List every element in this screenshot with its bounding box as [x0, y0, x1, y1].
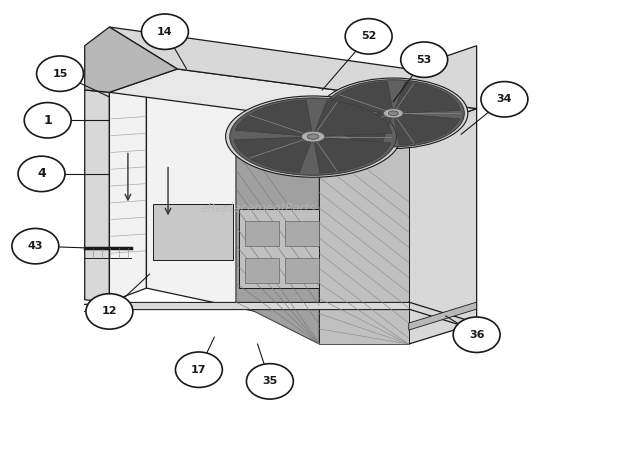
Text: 53: 53: [417, 55, 432, 65]
Polygon shape: [245, 258, 279, 283]
Circle shape: [481, 82, 528, 117]
Polygon shape: [285, 220, 319, 246]
Text: 12: 12: [102, 306, 117, 317]
Circle shape: [86, 294, 133, 329]
Polygon shape: [109, 76, 146, 302]
Ellipse shape: [308, 134, 319, 139]
Polygon shape: [393, 82, 461, 113]
Circle shape: [18, 156, 65, 192]
Polygon shape: [85, 27, 177, 92]
Ellipse shape: [226, 96, 401, 177]
Text: 17: 17: [191, 365, 206, 375]
Text: 35: 35: [262, 376, 278, 386]
Polygon shape: [393, 113, 460, 145]
Circle shape: [12, 228, 59, 264]
Circle shape: [401, 42, 448, 77]
Polygon shape: [313, 100, 392, 136]
Polygon shape: [409, 109, 477, 344]
Text: eReplacementParts.com: eReplacementParts.com: [201, 202, 345, 215]
Circle shape: [345, 19, 392, 54]
Polygon shape: [109, 27, 477, 109]
Circle shape: [141, 14, 188, 49]
Polygon shape: [236, 132, 319, 344]
Polygon shape: [239, 209, 319, 288]
Ellipse shape: [319, 78, 468, 149]
Text: 15: 15: [52, 68, 68, 79]
Polygon shape: [153, 204, 233, 260]
Polygon shape: [109, 302, 409, 309]
Polygon shape: [285, 258, 319, 283]
Polygon shape: [327, 82, 393, 113]
Polygon shape: [326, 113, 393, 145]
Polygon shape: [313, 136, 391, 173]
Polygon shape: [85, 90, 109, 302]
Polygon shape: [109, 69, 477, 132]
Polygon shape: [146, 76, 409, 344]
Ellipse shape: [301, 131, 325, 142]
Text: 43: 43: [27, 241, 43, 251]
Circle shape: [24, 103, 71, 138]
Circle shape: [37, 56, 84, 91]
Circle shape: [246, 363, 293, 399]
Ellipse shape: [322, 80, 464, 147]
Ellipse shape: [388, 111, 398, 116]
Text: 36: 36: [469, 330, 484, 340]
Circle shape: [175, 352, 223, 387]
Polygon shape: [319, 132, 409, 344]
Ellipse shape: [383, 109, 403, 118]
Text: 14: 14: [157, 27, 173, 37]
Polygon shape: [235, 100, 313, 136]
Ellipse shape: [230, 98, 396, 175]
Text: 4: 4: [37, 167, 46, 181]
Polygon shape: [409, 302, 477, 330]
Text: 1: 1: [43, 114, 52, 127]
Text: 52: 52: [361, 31, 376, 41]
Text: 34: 34: [497, 94, 512, 104]
Polygon shape: [234, 136, 313, 173]
Circle shape: [453, 317, 500, 353]
Polygon shape: [245, 220, 279, 246]
